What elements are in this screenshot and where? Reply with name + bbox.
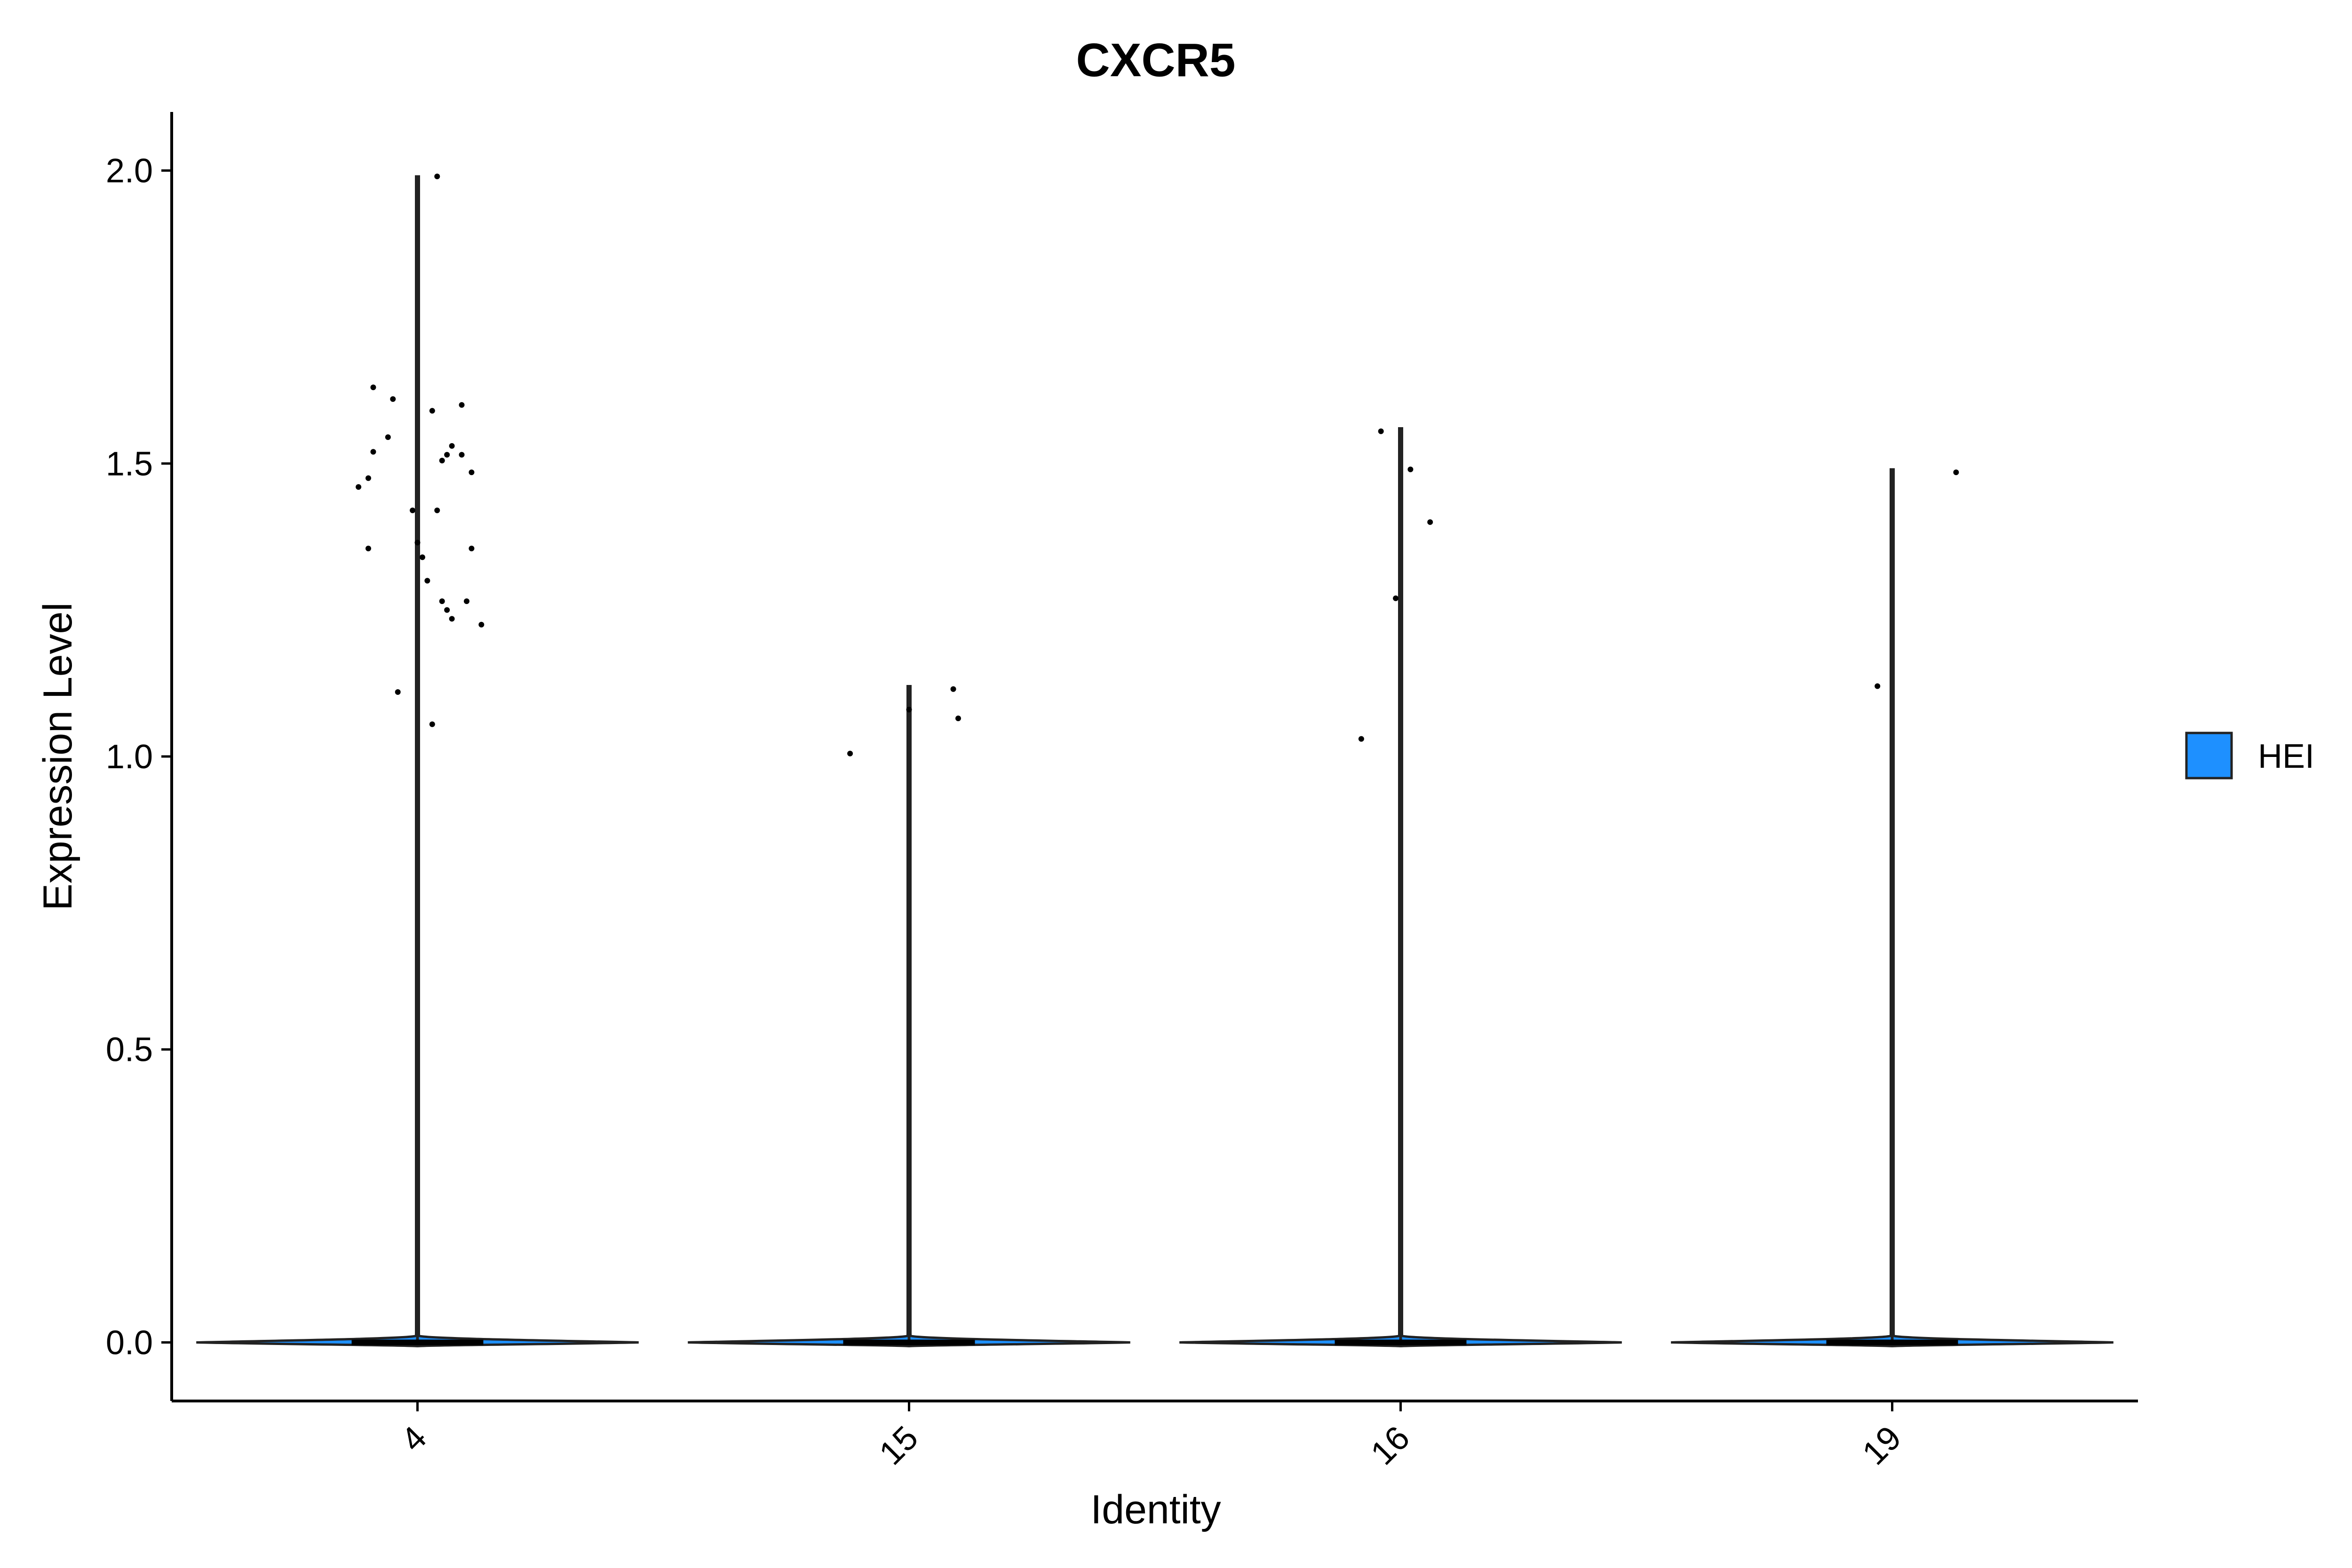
data-point: [429, 721, 435, 727]
plot-area: [196, 174, 2114, 1347]
y-tick-label: 1.5: [106, 445, 153, 483]
data-point: [434, 174, 440, 179]
data-point: [847, 750, 853, 756]
data-point: [1953, 469, 1959, 475]
data-point: [1407, 466, 1414, 472]
data-point: [449, 616, 455, 622]
data-point: [366, 475, 371, 481]
data-point: [464, 598, 469, 604]
legend-swatch-hei: [2185, 732, 2233, 780]
data-point: [370, 384, 376, 390]
legend-label-hei: HEI: [2258, 738, 2314, 775]
data-point: [410, 507, 416, 513]
x-tick-label: 16: [1364, 1419, 1417, 1472]
data-point: [395, 689, 401, 695]
data-point: [356, 484, 362, 490]
axes: 0.0 0.5 1.0 1.5 2.0 4 15 16 19: [106, 112, 2138, 1472]
data-point: [429, 408, 435, 414]
y-tick-label: 1.0: [106, 738, 153, 776]
data-point: [469, 545, 475, 551]
data-point: [459, 402, 465, 408]
data-point: [469, 469, 475, 475]
data-point: [1875, 683, 1881, 689]
data-point: [459, 452, 465, 458]
data-point: [444, 607, 450, 613]
data-point: [385, 434, 391, 440]
y-axis-label: Expression Level: [35, 603, 80, 911]
y-tick-label: 0.5: [106, 1031, 153, 1069]
x-tick-label: 15: [872, 1419, 925, 1472]
data-point: [449, 443, 455, 449]
data-point: [439, 598, 445, 604]
chart-title: CXCR5: [1076, 34, 1236, 87]
data-point: [955, 716, 961, 722]
x-tick-label: 19: [1855, 1419, 1908, 1472]
data-point: [424, 578, 430, 584]
data-point: [950, 686, 956, 692]
data-point: [1358, 736, 1364, 742]
data-point: [390, 396, 396, 402]
data-point: [414, 540, 421, 546]
x-axis-label: Identity: [1090, 1487, 1221, 1532]
data-point: [366, 545, 371, 551]
legend: HEI: [2185, 732, 2314, 780]
x-tick-label: 4: [394, 1419, 434, 1459]
data-point: [478, 621, 485, 628]
data-point: [439, 458, 445, 464]
data-point: [1427, 519, 1433, 525]
data-point: [1393, 595, 1399, 601]
y-tick-label: 0.0: [106, 1324, 153, 1361]
data-point: [434, 507, 440, 513]
y-tick-label: 2.0: [106, 152, 153, 190]
data-point: [370, 449, 376, 455]
data-point: [419, 554, 425, 560]
data-point: [1378, 428, 1384, 434]
data-point: [444, 452, 450, 458]
data-point: [906, 707, 912, 713]
